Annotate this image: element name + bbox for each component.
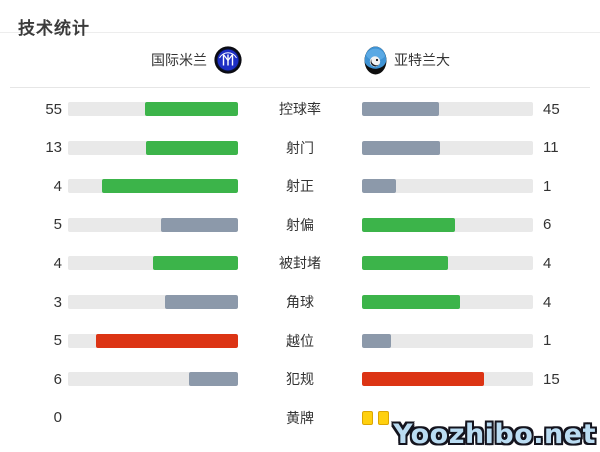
home-value: 5 (53, 216, 62, 234)
away-value: 1 (543, 332, 552, 350)
home-value: 3 (53, 293, 62, 311)
stats-list: 55 控球率 45 13 射门 11 4 射正 1 5 (0, 90, 600, 437)
stat-label: 被封堵 (279, 255, 321, 272)
home-bar-fill (96, 333, 238, 348)
home-bar-track (68, 411, 238, 425)
away-team-name: 亚特兰大 (394, 52, 450, 68)
home-value: 55 (45, 100, 62, 118)
header-divider (10, 87, 590, 88)
away-bar-fill (362, 256, 448, 271)
home-team: 国际米兰 (151, 33, 242, 87)
title-divider (0, 32, 600, 33)
stat-row: 5 射偏 6 (0, 206, 600, 245)
stat-label: 控球率 (279, 101, 321, 118)
stat-label: 越位 (286, 332, 314, 349)
home-value: 4 (53, 254, 62, 272)
away-value: 45 (543, 100, 560, 118)
stat-row: 13 射门 11 (0, 129, 600, 168)
home-value: 13 (45, 139, 62, 157)
away-team: 亚特兰大 (364, 33, 450, 87)
stat-label: 犯规 (286, 371, 314, 388)
away-value: 4 (543, 293, 552, 311)
stat-row: 4 射正 1 (0, 167, 600, 206)
atalanta-crest-icon (364, 46, 387, 74)
stat-row: 4 被封堵 4 (0, 244, 600, 283)
home-bar-track (68, 295, 238, 309)
home-bar-fill (189, 372, 238, 387)
yellow-card-icon (362, 410, 373, 425)
away-value: 15 (543, 370, 560, 388)
stat-row: 3 角球 4 (0, 283, 600, 322)
away-bar-fill (362, 140, 441, 155)
away-bar-track (362, 333, 533, 348)
stat-label: 角球 (286, 294, 314, 310)
away-bar-track (362, 102, 533, 117)
away-bar-fill (362, 372, 485, 387)
away-bar-track (362, 372, 533, 387)
stat-row: 6 犯规 15 (0, 360, 600, 399)
home-bar-fill (144, 102, 238, 117)
home-bar-track (68, 372, 238, 387)
inter-milan-crest-icon (214, 46, 242, 74)
home-bar-track (68, 102, 238, 117)
stat-row: 55 控球率 45 (0, 90, 600, 129)
yoozhibo-watermark: Yoozhibo.net (393, 419, 596, 450)
home-bar-track (68, 333, 238, 348)
home-value: 6 (53, 370, 62, 388)
yellow-cards (362, 410, 389, 425)
home-bar-track (68, 179, 238, 194)
away-bar-track (362, 295, 533, 309)
home-bar-fill (165, 295, 238, 309)
yellow-card-icon (378, 410, 389, 425)
away-value: 1 (543, 177, 552, 195)
home-bar-fill (160, 217, 238, 232)
home-bar-track (68, 217, 238, 232)
away-bar-fill (362, 295, 460, 309)
stat-row: 0 黄牌 (0, 398, 600, 437)
home-value: 5 (53, 332, 62, 350)
away-bar-fill (362, 102, 439, 117)
page-title: 技术统计 (18, 19, 90, 38)
stat-row: 5 越位 1 (0, 321, 600, 360)
away-value: 4 (543, 254, 552, 272)
home-bar-track (68, 256, 238, 271)
home-bar-fill (145, 140, 238, 155)
home-bar-fill (153, 256, 238, 271)
home-team-name: 国际米兰 (151, 52, 207, 68)
away-bar-fill (362, 217, 456, 232)
home-value: 4 (53, 177, 62, 195)
home-bar-fill (102, 179, 238, 194)
away-bar-track (362, 217, 533, 232)
away-value: 6 (543, 216, 552, 234)
home-value: 0 (53, 409, 62, 427)
stat-label: 黄牌 (286, 409, 314, 426)
match-header: 国际米兰 亚特兰大 (0, 33, 600, 87)
away-bar-track (362, 410, 533, 425)
stat-label: 射正 (286, 178, 314, 195)
away-bar-fill (362, 333, 391, 348)
away-bar-track (362, 179, 533, 194)
stat-label: 射偏 (286, 216, 314, 233)
away-bar-fill (362, 179, 397, 194)
away-value: 11 (543, 139, 559, 157)
stat-label: 射门 (286, 139, 314, 156)
away-bar-track (362, 256, 533, 271)
home-bar-track (68, 140, 238, 155)
away-bar-track (362, 140, 533, 155)
